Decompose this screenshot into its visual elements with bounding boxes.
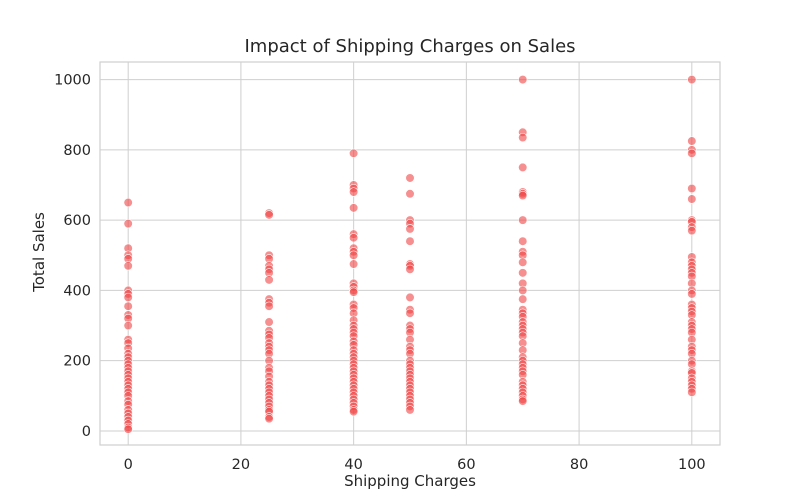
data-point [518,236,528,246]
data-point [518,190,528,201]
data-point [264,210,274,220]
data-point [687,226,697,236]
data-point [405,308,415,318]
x-tick-label: 40 [344,457,362,473]
x-tick-label: 60 [457,457,475,473]
x-tick-label: 20 [232,457,250,473]
y-tick-label: 800 [63,143,91,159]
x-tick-label: 80 [570,457,588,473]
data-point [123,261,133,271]
data-point [349,148,359,158]
data-point [518,257,528,267]
data-point [264,317,274,327]
data-point [518,268,528,278]
data-point [687,289,697,299]
data-point [123,219,133,229]
data-point [349,259,359,269]
data-point [518,132,528,143]
x-axis-ticks: 0 20 40 60 80 100 [124,457,706,473]
data-point [123,320,133,331]
data-point [518,294,528,304]
data-point [405,236,415,246]
data-point [264,275,274,285]
y-tick-label: 400 [63,283,91,299]
data-point [687,148,697,158]
plot-area-frame [99,61,721,446]
y-axis-label: Total Sales [30,212,48,293]
data-point [518,162,528,173]
data-point [264,301,274,311]
data-point [123,197,133,208]
y-tick-label: 200 [63,354,91,370]
data-point [405,405,415,415]
data-point [405,224,415,234]
data-point [349,187,359,197]
data-point [518,285,528,295]
data-point [349,203,359,213]
y-tick-label: 0 [82,424,91,440]
data-point [518,396,528,406]
y-tick-label: 600 [63,213,91,229]
data-point [518,215,528,225]
data-point [405,189,415,199]
data-point [349,233,359,243]
data-point [687,74,697,85]
data-point [123,292,133,303]
data-point [518,74,528,85]
x-tick-label: 100 [678,457,706,473]
x-tick-label: 0 [124,457,133,473]
data-point [123,424,133,434]
data-point [687,136,697,146]
data-point [405,173,415,183]
data-point [687,194,697,204]
y-axis-ticks: 0 200 400 600 800 1000 [54,73,91,440]
data-point [405,292,415,303]
data-point [405,264,415,274]
data-points [123,74,697,434]
data-point [687,387,697,397]
data-point [349,287,359,297]
data-point [687,183,697,194]
chart-title: Impact of Shipping Charges on Sales [244,36,575,57]
data-point [264,414,274,424]
y-tick-label: 1000 [54,73,91,89]
x-axis-label: Shipping Charges [344,472,476,490]
data-point [123,301,133,311]
data-point [349,407,359,417]
data-point [349,250,359,260]
